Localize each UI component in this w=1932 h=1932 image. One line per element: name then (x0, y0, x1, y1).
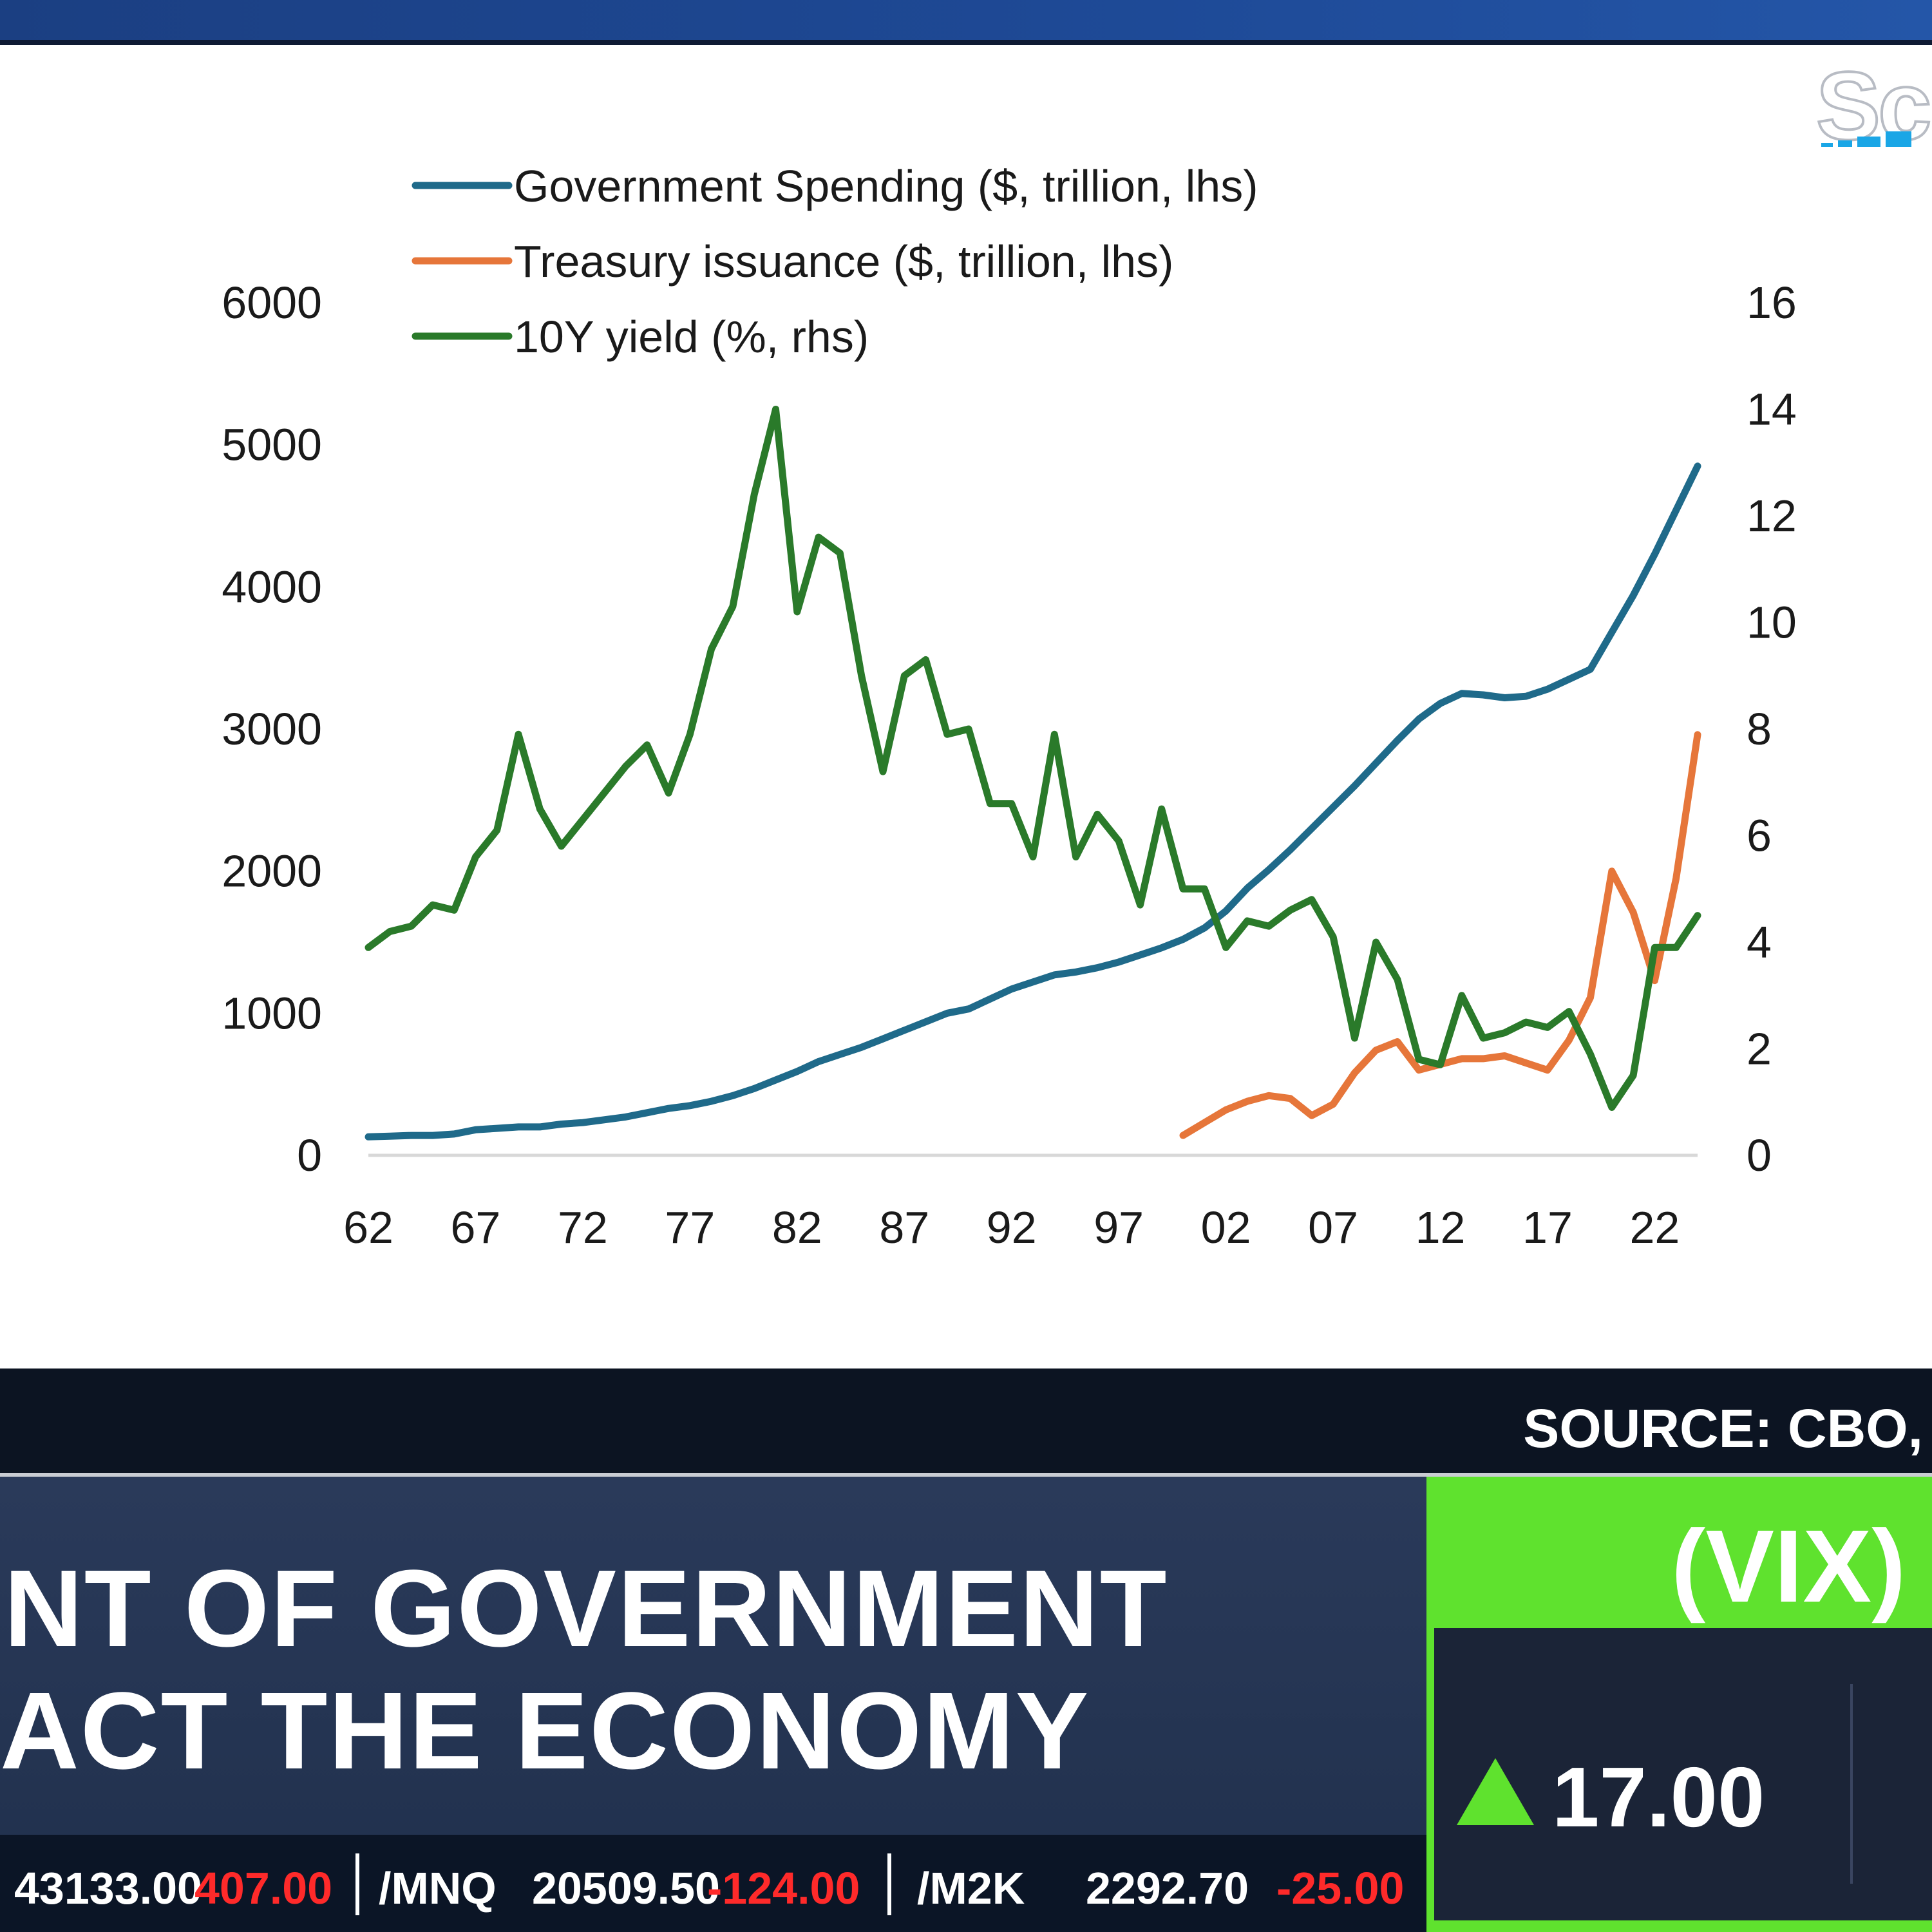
vix-divider (1850, 1684, 1853, 1884)
right-axis: 0 2 4 6 8 10 12 14 16 (1747, 278, 1797, 1180)
legend: Government Spending ($, trillion, lhs) Tr… (412, 161, 1258, 362)
ticker-item2-value: 20509.50 (532, 1863, 720, 1913)
ticker-item2-symbol: /MNQ (379, 1863, 497, 1913)
legend-label: 10Y yield (%, rhs) (514, 312, 869, 362)
series-line-issuance (1179, 731, 1701, 1139)
y-tick-label-right: 2 (1747, 1024, 1772, 1074)
ticker-item1-value: 43133.00 (14, 1863, 202, 1913)
up-arrow-icon (1457, 1758, 1534, 1825)
ticker-item3-symbol: /M2K (917, 1863, 1025, 1913)
y-tick-label-left: 1000 (222, 988, 322, 1038)
legend-label: Treasury issuance ($, trillion, lhs) (514, 236, 1173, 287)
vix-border (1426, 1628, 1434, 1932)
headline-line-1: NT OF GOVERNMENT (4, 1548, 1168, 1670)
ticker-separator (887, 1853, 891, 1915)
y-tick-label-right: 12 (1747, 491, 1797, 541)
x-tick-label: 62 (343, 1202, 393, 1253)
x-tick-label: 67 (451, 1202, 501, 1253)
vix-header (1426, 1477, 1932, 1628)
x-tick-label: 02 (1201, 1202, 1251, 1253)
y-tick-label-right: 10 (1747, 598, 1797, 648)
chart-area (0, 45, 1932, 1368)
headline-panel (0, 1477, 1426, 1835)
x-tick-label: 87 (879, 1202, 929, 1253)
y-tick-label-right: 16 (1747, 278, 1797, 328)
ticker-separator (355, 1853, 359, 1915)
y-tick-label-right: 6 (1747, 811, 1772, 861)
ticker-item3-value: 2292.70 (1086, 1863, 1249, 1913)
top-banner (0, 0, 1932, 40)
top-divider (0, 40, 1932, 45)
y-tick-label-left: 0 (297, 1130, 322, 1180)
series-line-yield (365, 406, 1701, 1111)
vix-value: 17.00 (1552, 1750, 1765, 1844)
headline-line-2: ACT THE ECONOMY (0, 1670, 1090, 1792)
y-tick-label-right: 8 (1747, 704, 1772, 754)
ticker-item3-change: -25.00 (1276, 1863, 1405, 1913)
x-tick-label: 22 (1629, 1202, 1680, 1253)
x-tick-label: 07 (1308, 1202, 1358, 1253)
x-tick-label: 72 (558, 1202, 608, 1253)
vix-border (1426, 1920, 1932, 1932)
source-band (0, 1368, 1932, 1473)
source-label: SOURCE: CBO, (1523, 1398, 1923, 1459)
series-layer (365, 406, 1701, 1141)
vix-title: (VIX) (1671, 1508, 1906, 1624)
x-tick-label: 97 (1094, 1202, 1144, 1253)
chart: Government Spending ($, trillion, lhs) Tr… (222, 161, 1797, 1253)
x-tick-label: 12 (1416, 1202, 1466, 1253)
x-tick-label: 92 (987, 1202, 1037, 1253)
y-tick-label-left: 4000 (222, 562, 322, 612)
ticker-item1-change: 407.00 (194, 1863, 333, 1913)
y-tick-label-left: 5000 (222, 420, 322, 470)
y-tick-label-left: 6000 (222, 278, 322, 328)
x-tick-label: 77 (665, 1202, 715, 1253)
ticker-bar (0, 1835, 1426, 1932)
source-divider (0, 1473, 1932, 1477)
y-tick-label-left: 3000 (222, 704, 322, 754)
y-tick-label-left: 2000 (222, 846, 322, 896)
series-line-spending (365, 462, 1701, 1141)
y-tick-label-right: 4 (1747, 917, 1772, 967)
y-tick-label-right: 14 (1747, 384, 1797, 435)
x-tick-label: 82 (772, 1202, 822, 1253)
x-axis: 62 67 72 77 82 87 92 97 02 07 12 17 22 (343, 1153, 1698, 1253)
left-axis: 0 1000 2000 3000 4000 5000 6000 (222, 278, 322, 1180)
ticker-item2-change: -124.00 (707, 1863, 860, 1913)
x-tick-label: 17 (1522, 1202, 1573, 1253)
legend-label: Government Spending ($, trillion, lhs) (514, 161, 1258, 211)
y-tick-label-right: 0 (1747, 1130, 1772, 1180)
